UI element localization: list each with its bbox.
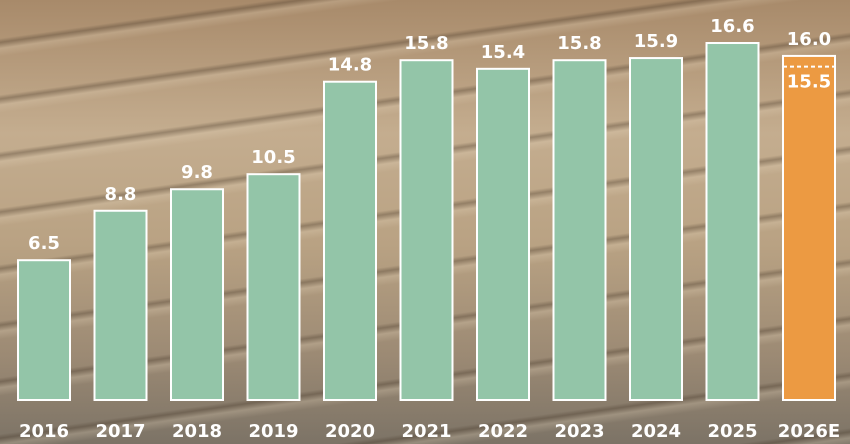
value-label: 16.6	[710, 16, 754, 37]
value-label: 8.8	[105, 184, 137, 205]
value-label: 15.4	[481, 42, 525, 63]
value-label: 16.0	[787, 29, 831, 50]
bar	[170, 188, 224, 401]
x-tick-label: 2017	[95, 421, 145, 442]
x-tick-label: 2026E	[778, 421, 840, 442]
bar	[552, 59, 607, 401]
estimate-low-label: 15.5	[787, 72, 831, 93]
bar	[782, 54, 836, 402]
x-tick-label: 2019	[248, 421, 298, 442]
bar	[476, 67, 530, 402]
x-tick-label: 2020	[325, 421, 375, 442]
bar	[323, 80, 377, 401]
value-label: 9.8	[181, 162, 213, 183]
value-label: 14.8	[328, 55, 372, 76]
value-label: 15.8	[557, 33, 601, 54]
value-label: 15.8	[404, 33, 448, 54]
value-label: 10.5	[251, 147, 295, 168]
x-tick-label: 2024	[631, 421, 681, 442]
x-tick-label: 2022	[478, 421, 528, 442]
x-tick-label: 2018	[172, 421, 222, 442]
bar	[705, 42, 760, 402]
value-label: 6.5	[28, 233, 60, 254]
bar	[246, 173, 301, 401]
value-label: 15.9	[634, 31, 678, 52]
x-tick-label: 2023	[554, 421, 604, 442]
x-tick-label: 2025	[707, 421, 757, 442]
bar	[629, 57, 683, 402]
bar	[399, 59, 454, 401]
bar	[17, 259, 71, 401]
x-tick-label: 2021	[401, 421, 451, 442]
bar	[93, 209, 148, 401]
x-tick-label: 2016	[19, 421, 69, 442]
